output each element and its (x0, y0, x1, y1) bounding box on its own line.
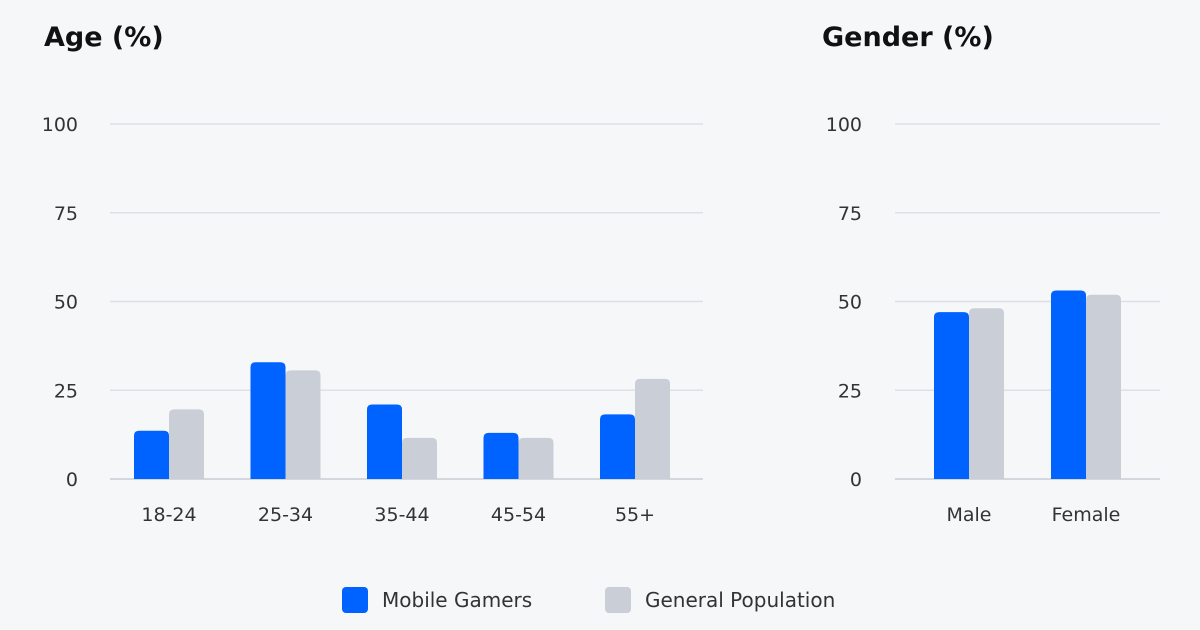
y-tick-label: 0 (850, 469, 862, 491)
gender-chart-title: Gender (%) (822, 22, 994, 53)
bar-general-population-3544 (402, 437, 437, 479)
bar-general-population-55 (635, 378, 670, 479)
bar-general-population-male (969, 308, 1004, 479)
y-tick-label: 0 (66, 469, 78, 491)
legend-label-general-population: General Population (645, 588, 835, 612)
age-plot: 0 25 50 75 100 18-24 25-34 35-44 45-54 55+ (42, 114, 703, 526)
legend-label-mobile-gamers: Mobile Gamers (382, 588, 532, 612)
bar-mobile-gamers-55 (600, 414, 635, 479)
y-tick-label: 25 (54, 380, 78, 402)
y-tick-label: 50 (54, 292, 78, 314)
y-tick-label: 100 (42, 114, 78, 136)
x-tick-label: 45-54 (491, 504, 546, 526)
bar-general-population-female (1086, 294, 1121, 479)
bar-general-population-2534 (285, 370, 321, 479)
legend-swatch-general-population (605, 587, 631, 613)
age-chart-title: Age (%) (44, 22, 164, 53)
bar-mobile-gamers-female (1051, 290, 1086, 479)
bar-general-population-4554 (518, 437, 554, 479)
bar-mobile-gamers-male (934, 312, 969, 479)
bar-mobile-gamers-4554 (483, 432, 519, 479)
bar-general-population-1824 (169, 409, 204, 479)
x-tick-label: 55+ (615, 504, 655, 526)
y-tick-label: 75 (54, 203, 78, 225)
y-tick-label: 100 (826, 114, 862, 136)
x-tick-label: 25-34 (258, 504, 313, 526)
bar-mobile-gamers-1824 (134, 430, 169, 479)
x-tick-label: 18-24 (141, 504, 196, 526)
x-tick-label: 35-44 (374, 504, 429, 526)
legend-swatch-mobile-gamers (342, 587, 368, 613)
y-tick-label: 50 (838, 292, 862, 314)
y-tick-label: 25 (838, 380, 862, 402)
y-tick-label: 75 (838, 203, 862, 225)
gender-plot: 0 25 50 75 100 Male Female (826, 114, 1160, 526)
bar-mobile-gamers-3544 (367, 404, 402, 479)
x-tick-label: Male (946, 504, 991, 526)
bar-mobile-gamers-2534 (250, 362, 286, 479)
legend: Mobile Gamers General Population (342, 587, 835, 613)
x-tick-label: Female (1052, 504, 1121, 526)
